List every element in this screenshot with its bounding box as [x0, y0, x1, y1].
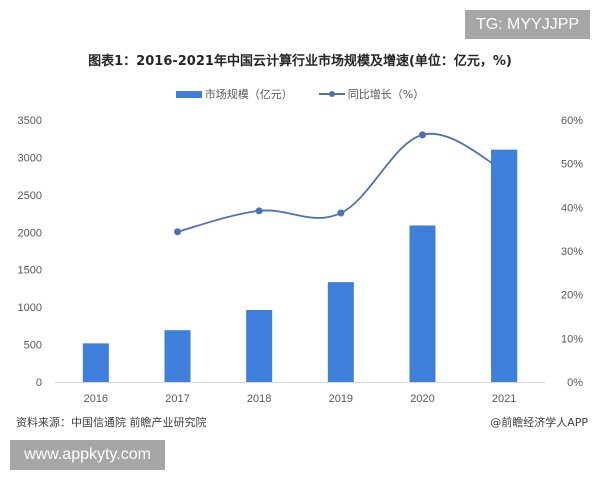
y-tick-left: 3000: [18, 152, 42, 164]
y-tick-right: 10%: [561, 333, 583, 345]
y-tick-left: 1000: [18, 302, 42, 314]
bar: [246, 309, 273, 382]
y-tick-right: 20%: [561, 290, 583, 302]
x-tick: 2019: [329, 393, 353, 405]
legend-item-line: 同比增长（%）: [318, 86, 425, 102]
y-tick-left: 1500: [18, 265, 42, 277]
legend-label-bar: 市场规模（亿元）: [204, 88, 293, 101]
y-tick-right: 0%: [567, 377, 583, 389]
x-tick: 2021: [492, 393, 516, 405]
bar: [327, 282, 354, 382]
bar: [409, 225, 436, 382]
watermark-badge-top: TG: MYYJJPP: [465, 10, 590, 39]
growth-point: [255, 207, 263, 215]
x-tick: 2016: [84, 393, 108, 405]
bar: [491, 149, 518, 382]
chart-title: 图表1：2016-2021年中国云计算行业市场规模及增速(单位：亿元，%): [88, 54, 512, 69]
y-tick-right: 50%: [561, 159, 583, 171]
growth-point: [419, 131, 426, 139]
bar: [82, 343, 109, 382]
legend-label-line: 同比增长（%）: [347, 88, 425, 101]
legend-bar-swatch: [175, 90, 202, 98]
watermark-badge-bottom: www.appkyty.com: [10, 440, 165, 470]
x-tick: 2017: [165, 393, 189, 405]
y-tick-right: 30%: [561, 246, 583, 258]
y-tick-left: 3500: [18, 115, 42, 127]
legend-line-swatch: [318, 90, 345, 98]
credit-label: @前瞻经济学人APP: [490, 416, 588, 429]
y-tick-right: 60%: [561, 115, 583, 127]
chart-legend: 市场规模（亿元） 同比增长（%）: [0, 86, 600, 102]
growth-point: [337, 209, 345, 217]
y-tick-left: 2000: [18, 227, 42, 239]
x-tick: 2018: [247, 393, 271, 405]
data-source: 资料来源：中国信通院 前瞻产业研究院: [16, 416, 207, 429]
x-tick: 2020: [410, 393, 434, 405]
legend-item-bar: 市场规模（亿元）: [175, 86, 293, 102]
growth-point: [174, 228, 181, 236]
bar: [164, 330, 191, 382]
y-tick-left: 2500: [18, 190, 42, 202]
y-tick-left: 500: [24, 340, 42, 352]
growth-line: [177, 132, 505, 233]
y-tick-left: 0: [36, 377, 42, 389]
y-tick-right: 40%: [561, 202, 583, 214]
